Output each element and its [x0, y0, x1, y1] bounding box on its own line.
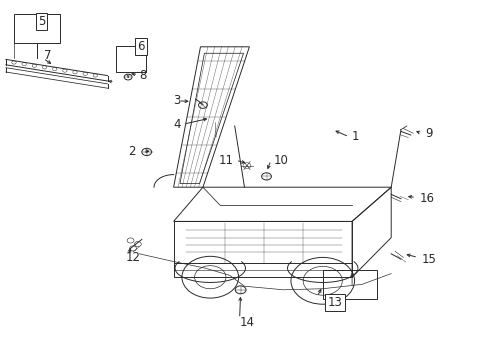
Text: 4: 4: [173, 118, 181, 131]
Text: 13: 13: [327, 296, 342, 309]
Text: 10: 10: [273, 154, 288, 167]
Text: 2: 2: [128, 145, 136, 158]
Text: 16: 16: [419, 192, 434, 204]
Text: 1: 1: [351, 130, 359, 143]
Bar: [322, 270, 376, 299]
Text: 6: 6: [137, 40, 144, 53]
Text: 11: 11: [218, 154, 233, 167]
Text: 3: 3: [173, 94, 181, 107]
Bar: [14, 14, 60, 43]
Text: 5: 5: [38, 15, 45, 28]
Bar: [116, 46, 145, 72]
Text: 15: 15: [421, 253, 435, 266]
Text: 7: 7: [44, 49, 51, 62]
Text: 12: 12: [126, 251, 141, 264]
Polygon shape: [173, 187, 390, 221]
Text: 8: 8: [139, 69, 146, 82]
Text: 9: 9: [425, 127, 432, 140]
Text: 14: 14: [239, 316, 254, 329]
